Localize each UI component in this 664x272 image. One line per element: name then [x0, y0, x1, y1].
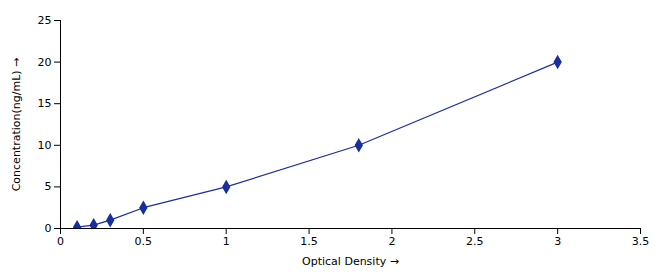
svg-text:0: 0: [57, 235, 64, 248]
svg-text:1: 1: [223, 235, 230, 248]
svg-text:3.5: 3.5: [632, 235, 650, 248]
svg-text:0: 0: [45, 222, 52, 235]
svg-text:2: 2: [388, 235, 395, 248]
svg-text:25: 25: [38, 14, 52, 27]
svg-text:20: 20: [38, 56, 52, 69]
svg-text:Concentration(ng/mL) →: Concentration(ng/mL) →: [10, 58, 23, 192]
svg-text:1.5: 1.5: [300, 235, 318, 248]
svg-text:Optical Density →: Optical Density →: [302, 255, 399, 268]
svg-text:5: 5: [45, 180, 52, 193]
svg-text:15: 15: [38, 97, 52, 110]
svg-text:3: 3: [554, 235, 561, 248]
svg-text:2.5: 2.5: [466, 235, 484, 248]
svg-text:10: 10: [38, 139, 52, 152]
svg-text:0.5: 0.5: [135, 235, 153, 248]
